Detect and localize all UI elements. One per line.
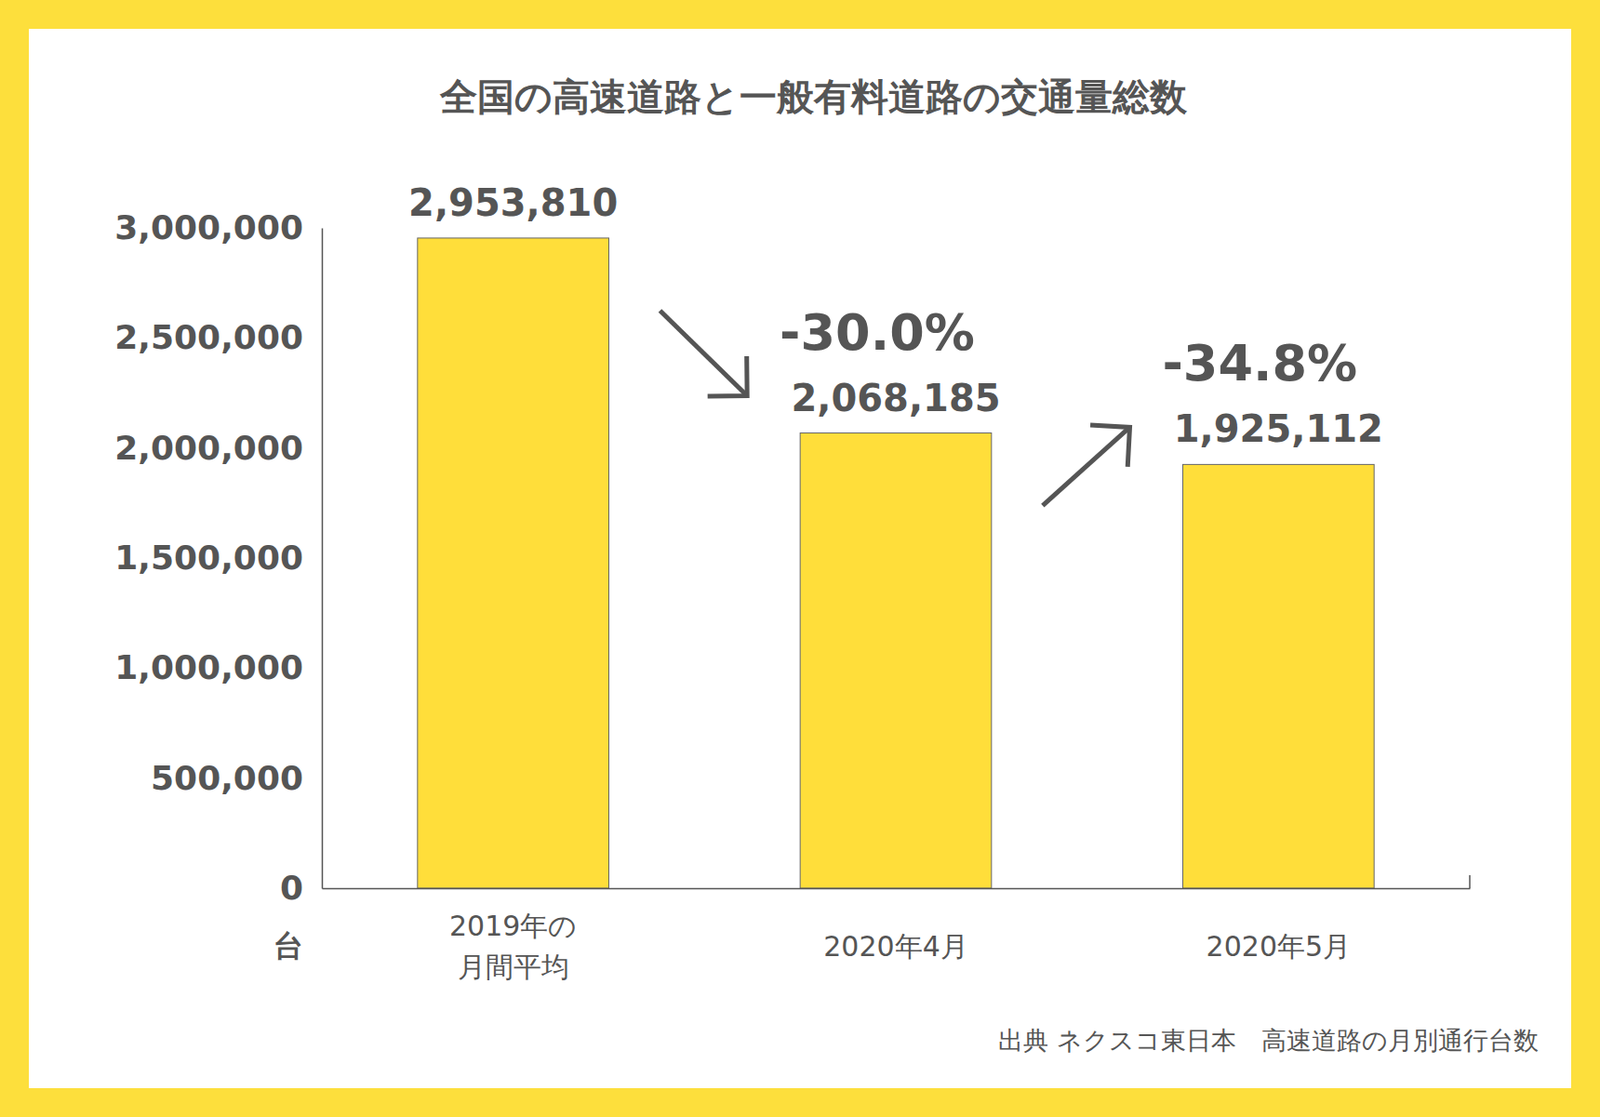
annotation: -34.8% — [1161, 333, 1358, 393]
y-tick-label: 500,000 — [150, 759, 304, 798]
y-tick: 500,000 — [150, 759, 322, 798]
y-axis: 0 500,000 1,000,000 1,500,000 2,000,000 2,500… — [114, 208, 322, 907]
title: 全国の高速道路と一般有料道路の交通量総数 — [439, 75, 1188, 119]
y-tick: 1,000,000 — [114, 648, 322, 687]
arrow — [1042, 426, 1131, 506]
x-tick-label-line: 2020年5月 — [1206, 930, 1351, 963]
y-tick-label: 0 — [280, 868, 304, 907]
y-tick: 2,000,000 — [114, 428, 322, 467]
y-axis-title: 台 — [273, 928, 304, 964]
y-tick-label: 2,500,000 — [114, 318, 304, 357]
x-tick: 2019年の月間平均 — [449, 888, 577, 984]
arrow-head — [1093, 425, 1131, 465]
y-axis-line — [321, 228, 324, 890]
x-tick-label: 2020年5月 — [1206, 930, 1351, 963]
data-label: 1,925,112 — [1173, 407, 1384, 451]
bar — [800, 433, 992, 889]
bar — [417, 238, 610, 889]
y-tick-label: 1,500,000 — [114, 538, 304, 577]
border — [0, 0, 1600, 1117]
arrow-head — [709, 359, 747, 397]
data-label: 2,953,810 — [408, 181, 618, 225]
annotations: -30.0% -34.8% — [660, 303, 1359, 507]
arrow — [660, 310, 748, 397]
bar — [1183, 464, 1375, 889]
y-tick-label: 2,000,000 — [114, 428, 304, 467]
axis-end — [1468, 875, 1471, 889]
source: 出典 ネクスコ東日本 高速道路の月別通行台数 — [998, 1026, 1539, 1055]
y-tick: 3,000,000 — [114, 208, 322, 247]
x-tick-label-line: 月間平均 — [457, 950, 570, 984]
annotation: -30.0% — [779, 303, 975, 362]
bars — [417, 238, 1374, 889]
background — [28, 28, 1572, 1089]
x-tick: 2020年5月 — [1206, 888, 1351, 963]
y-tick-label: 1,000,000 — [114, 648, 304, 687]
x-tick-label: 2019年の月間平均 — [449, 909, 577, 984]
y-tick: 1,500,000 — [114, 538, 322, 577]
chart: 全国の高速道路と一般有料道路の交通量総数 0 500,000 1,000,000 1,5… — [0, 0, 1600, 1117]
y-tick-label: 3,000,000 — [114, 208, 304, 247]
x-tick-label-line: 2020年4月 — [823, 930, 968, 963]
x-tick: 2020年4月 — [823, 888, 968, 963]
data-labels: 2,953,810 2,068,185 1,925,112 — [408, 181, 1384, 451]
y-tick: 2,500,000 — [114, 318, 322, 357]
y-tick: 0 — [280, 868, 322, 907]
x-tick-label-line: 2019年の — [449, 909, 577, 943]
x-tick-label: 2020年4月 — [823, 930, 968, 963]
x-axis: 2019年の月間平均 2020年4月 2020年5月 — [322, 888, 1471, 984]
x-axis-line — [322, 888, 1471, 891]
data-label: 2,068,185 — [790, 376, 1000, 420]
